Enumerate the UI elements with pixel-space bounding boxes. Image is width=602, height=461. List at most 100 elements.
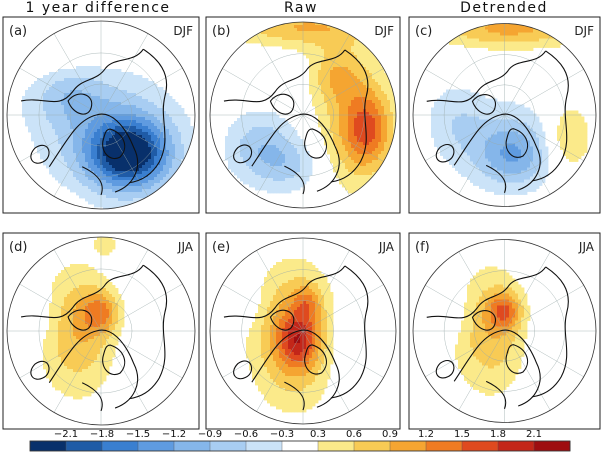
field-cell xyxy=(225,157,229,161)
field-cell xyxy=(348,190,352,194)
field-cell xyxy=(255,40,259,44)
field-cell xyxy=(494,23,498,27)
field-cell xyxy=(291,25,295,29)
field-cell xyxy=(351,82,355,86)
field-cell xyxy=(387,118,391,122)
field-cell xyxy=(375,130,379,134)
field-cell xyxy=(103,81,107,85)
field-cell xyxy=(133,186,137,190)
field-cell xyxy=(318,73,322,77)
field-cell xyxy=(43,120,47,124)
field-cell xyxy=(160,87,164,91)
field-cell xyxy=(476,35,480,39)
field-cell xyxy=(67,147,71,151)
field-cell xyxy=(49,102,53,106)
field-cell xyxy=(536,119,540,123)
field-cell xyxy=(533,41,537,45)
field-cell xyxy=(282,40,286,44)
field-cell xyxy=(312,55,316,59)
field-cell xyxy=(49,108,53,112)
field-cell xyxy=(446,137,450,141)
field-cell xyxy=(115,174,119,178)
field-cell xyxy=(145,144,149,148)
field-cell xyxy=(372,163,376,167)
field-cell xyxy=(476,32,480,36)
field-cell xyxy=(231,142,235,146)
field-cell xyxy=(360,82,364,86)
field-cell xyxy=(452,134,456,138)
field-cell xyxy=(342,121,346,125)
field-cell xyxy=(348,145,352,149)
field-cell xyxy=(330,118,334,122)
field-cell xyxy=(434,119,438,123)
field-cell xyxy=(384,106,388,110)
field-cell xyxy=(121,99,125,103)
field-cell xyxy=(387,85,391,89)
field-cell xyxy=(357,109,361,113)
field-cell xyxy=(318,43,322,47)
field-cell xyxy=(100,123,104,127)
field-cell xyxy=(500,29,504,33)
field-cell xyxy=(351,115,355,119)
field-cell xyxy=(157,153,161,157)
field-cell xyxy=(509,110,513,114)
field-cell xyxy=(282,25,286,29)
field-cell xyxy=(100,171,104,175)
field-cell xyxy=(91,129,95,133)
field-cell xyxy=(279,190,283,194)
field-cell xyxy=(470,134,474,138)
field-cell xyxy=(22,111,26,115)
field-cell xyxy=(255,127,259,131)
field-cell xyxy=(351,133,355,137)
field-cell xyxy=(267,151,271,155)
field-cell xyxy=(282,37,286,41)
field-cell xyxy=(255,160,259,164)
field-cell xyxy=(97,159,101,163)
field-cell xyxy=(273,178,277,182)
field-cell xyxy=(470,38,474,42)
field-cell xyxy=(142,78,146,82)
field-cell xyxy=(530,41,534,45)
field-cell xyxy=(175,144,179,148)
field-cell xyxy=(351,67,355,71)
field-cell xyxy=(73,84,77,88)
field-cell xyxy=(485,38,489,42)
field-cell xyxy=(166,96,170,100)
field-cell xyxy=(49,156,53,160)
field-cell xyxy=(261,145,265,149)
field-cell xyxy=(97,183,101,187)
field-cell xyxy=(109,108,113,112)
field-cell xyxy=(276,148,280,152)
field-cell xyxy=(169,96,173,100)
field-cell xyxy=(536,29,540,33)
field-cell xyxy=(354,151,358,155)
field-cell xyxy=(231,163,235,167)
field-cell xyxy=(49,159,53,163)
field-cell xyxy=(124,78,128,82)
field-cell xyxy=(431,107,435,111)
field-cell xyxy=(67,186,71,190)
field-cell xyxy=(512,131,516,135)
field-cell xyxy=(327,88,331,92)
field-cell xyxy=(139,99,143,103)
field-cell xyxy=(79,150,83,154)
field-cell xyxy=(288,184,292,188)
field-cell xyxy=(279,151,283,155)
field-cell xyxy=(237,151,241,155)
field-cell xyxy=(169,132,173,136)
field-cell xyxy=(333,169,337,173)
field-cell xyxy=(339,130,343,134)
field-cell xyxy=(94,204,98,208)
field-cell xyxy=(357,187,361,191)
field-cell xyxy=(157,102,161,106)
field-cell xyxy=(166,126,170,130)
field-cell xyxy=(58,132,62,136)
field-cell xyxy=(118,135,122,139)
field-cell xyxy=(560,119,564,123)
field-cell xyxy=(294,178,298,182)
field-cell xyxy=(115,87,119,91)
field-cell xyxy=(273,118,277,122)
field-cell xyxy=(458,143,462,147)
field-cell xyxy=(369,103,373,107)
field-cell xyxy=(130,132,134,136)
